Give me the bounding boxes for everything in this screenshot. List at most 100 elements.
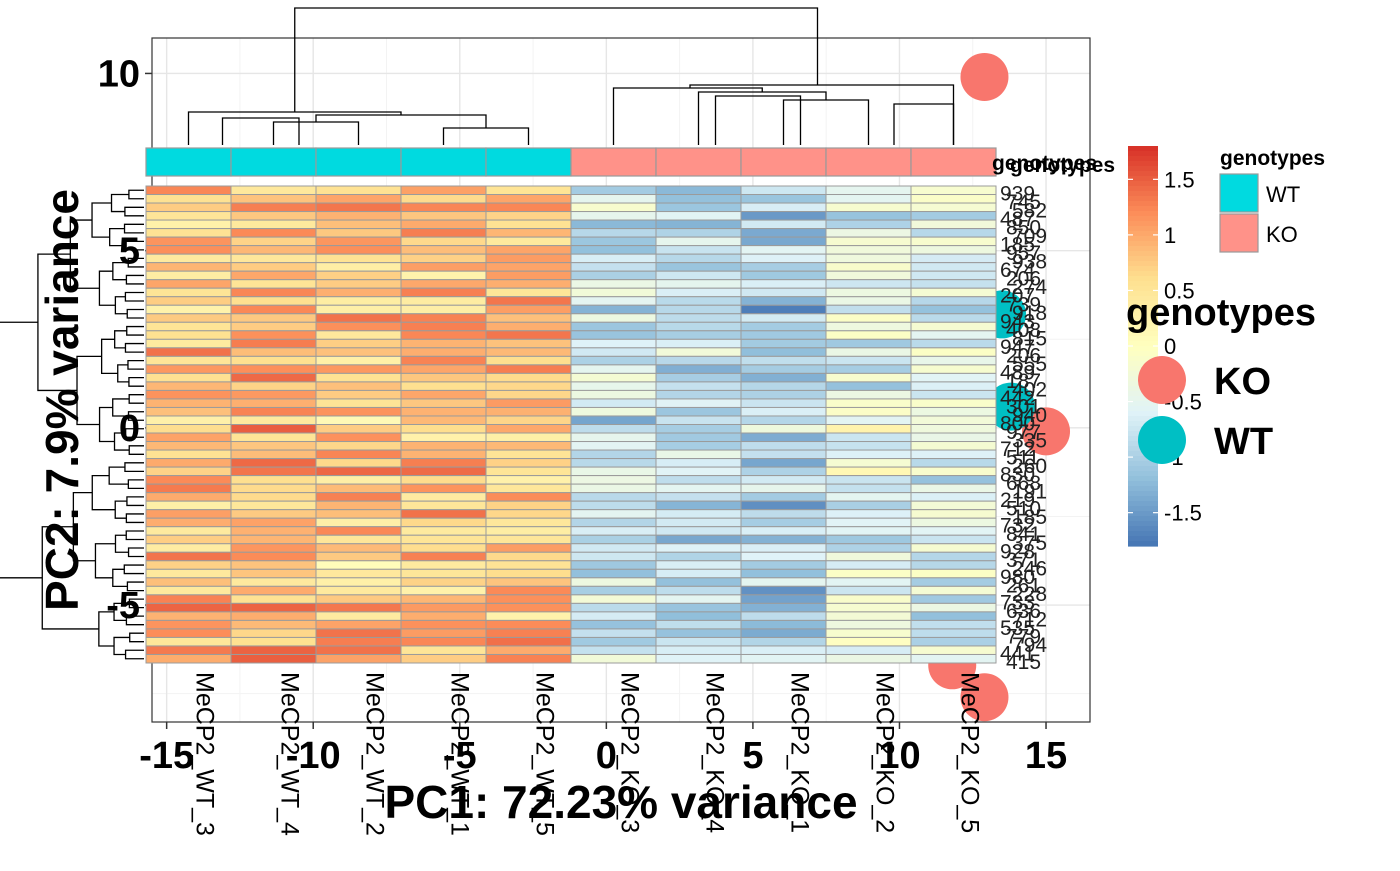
heatmap-cell — [655, 313, 742, 323]
heatmap-cell — [485, 543, 572, 553]
heatmap-cell — [655, 185, 742, 196]
heatmap-cell — [740, 526, 827, 536]
heatmap-cell — [485, 500, 572, 511]
heatmap-cell — [655, 330, 742, 340]
heatmap-cell — [145, 466, 232, 477]
x-tick-label: -10 — [286, 735, 341, 777]
heatmap-cell — [655, 458, 742, 468]
heatmap-cell — [910, 355, 997, 366]
heatmap-cell — [825, 304, 912, 315]
heatmap-cell — [315, 517, 402, 528]
heatmap-cell — [570, 304, 657, 315]
heatmap-cell — [655, 253, 742, 264]
heatmap-cell — [740, 321, 827, 332]
row-dendrogram-branch — [126, 496, 144, 507]
heatmap-row-label: 732 — [1000, 515, 1035, 538]
heatmap-cell — [145, 364, 232, 374]
heatmap-cell — [315, 389, 402, 400]
heatmap-cell — [655, 398, 742, 408]
x-axis-label: PC1: 72.23% variance — [384, 776, 857, 828]
color-scale-segment — [1128, 411, 1158, 417]
heatmap-cell — [485, 611, 572, 621]
heatmap-cell — [825, 194, 912, 204]
heatmap-cell — [485, 483, 572, 494]
heatmap-column-label: MeCP2_WT_2 — [361, 672, 389, 836]
heatmap-cell — [400, 636, 487, 647]
color-scale-segment — [1128, 266, 1158, 272]
heatmap-cell — [145, 543, 232, 553]
heatmap-cell — [315, 347, 402, 357]
heatmap-cell — [740, 432, 827, 443]
heatmap-cell — [145, 185, 232, 196]
heatmap-cell — [910, 534, 997, 545]
color-scale-segment — [1128, 261, 1158, 267]
heatmap-cell — [825, 381, 912, 391]
heatmap-cell — [485, 432, 572, 443]
heatmap-cell — [145, 321, 232, 332]
color-scale-segment — [1128, 156, 1158, 162]
heatmap-cell — [655, 466, 742, 477]
color-scale-segment — [1128, 506, 1158, 512]
row-dendrogram-branch — [109, 227, 127, 247]
heatmap-cell — [485, 568, 572, 579]
annotation-cell-wt — [315, 147, 402, 177]
heatmap-cell — [145, 449, 232, 460]
heatmap-row-label: 185 — [1000, 234, 1035, 257]
annotation-cell-wt — [230, 147, 317, 177]
heatmap-cell — [230, 398, 317, 408]
x-tick-label: 0 — [596, 735, 617, 777]
heatmap-cell — [400, 526, 487, 536]
heatmap-cell — [145, 245, 232, 255]
heatmap-cell — [910, 526, 997, 536]
x-tick-label: -15 — [139, 735, 194, 777]
heatmap-cell — [655, 594, 742, 604]
heatmap-cell — [485, 645, 572, 655]
heatmap-cell — [655, 500, 742, 511]
heatmap-cell — [825, 543, 912, 553]
heatmap-cell — [910, 347, 997, 357]
heatmap-row-label: 187 — [1006, 370, 1041, 393]
heatmap-cell — [400, 381, 487, 391]
heatmap-column-label: MeCP2_WT_3 — [191, 672, 219, 836]
heatmap-cell — [740, 645, 827, 655]
heatmap-cell — [740, 653, 827, 664]
heatmap-cell — [740, 253, 827, 264]
heatmap-cell — [400, 466, 487, 477]
heatmap-cell — [570, 372, 657, 383]
row-dendrogram-branch — [124, 206, 144, 217]
heatmap-cell — [655, 509, 742, 519]
heatmap-row-label: 712 — [1012, 608, 1047, 631]
heatmap-row-label: 668 — [1006, 472, 1041, 495]
heatmap-cell — [570, 389, 657, 400]
heatmap-cell — [655, 517, 742, 528]
heatmap-cell — [655, 372, 742, 383]
heatmap-cell — [400, 313, 487, 323]
row-dendrogram-branch — [128, 598, 144, 609]
heatmap-cell — [485, 355, 572, 366]
heatmap-row-label: 957 — [1006, 242, 1041, 265]
row-dendrogram-branch — [123, 564, 144, 575]
y-tick-label: 10 — [98, 53, 140, 95]
heatmap-row-label: 441 — [1000, 642, 1035, 665]
x-tick-label: -5 — [443, 735, 477, 777]
row-dendrogram-branch — [125, 513, 144, 524]
heatmap-cell — [485, 415, 572, 426]
color-scale-segment — [1128, 206, 1158, 212]
heatmap-cell — [910, 594, 997, 604]
heatmap-cell — [825, 517, 912, 528]
heatmap-cell — [315, 398, 402, 408]
color-scale-segment — [1128, 466, 1158, 472]
heatmap-cell — [910, 185, 997, 196]
heatmap-cell — [315, 304, 402, 315]
heatmap-cell — [570, 398, 657, 408]
heatmap-cell — [825, 500, 912, 511]
heatmap-cell — [740, 381, 827, 391]
row-dendrogram-branch — [114, 296, 128, 315]
heatmap-cell — [655, 543, 742, 553]
heatmap-cell — [655, 475, 742, 485]
heatmap-cell — [145, 441, 232, 451]
color-scale-segment — [1128, 336, 1158, 342]
heatmap-cell — [145, 253, 232, 264]
heatmap-row-label: 918 — [1012, 302, 1047, 325]
column-dendrogram-branch — [294, 7, 819, 112]
